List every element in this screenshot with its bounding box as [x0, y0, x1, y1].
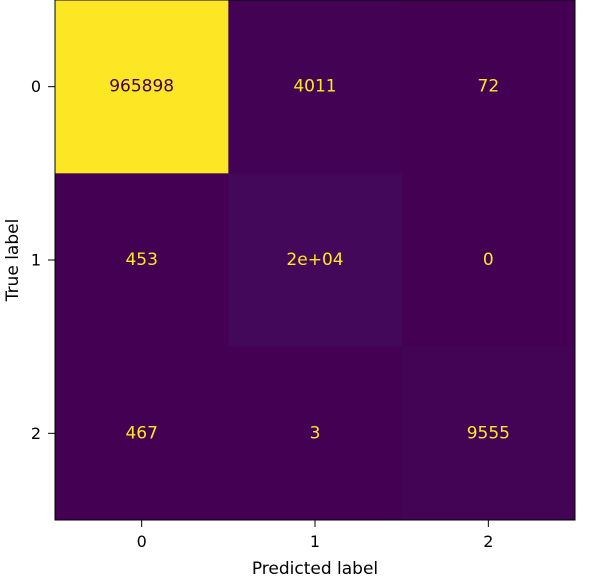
heatmap-cell — [401, 346, 576, 521]
heatmap-cell — [401, 173, 576, 348]
x-tick-label: 2 — [483, 532, 493, 551]
y-axis-label: True label — [3, 219, 23, 303]
y-tick-label: 1 — [31, 251, 41, 270]
heatmap-cell — [401, 0, 576, 174]
cell-value-label: 453 — [125, 250, 157, 270]
y-tick-label: 0 — [31, 77, 41, 96]
cell-value-label: 4011 — [293, 77, 336, 97]
heatmap-cell — [55, 173, 229, 348]
heatmap-cell-labels: 965898 4011 72 453 2e+04 0 467 3 9555 — [109, 77, 510, 444]
x-tick-label: 1 — [310, 532, 320, 551]
cell-value-label: 72 — [478, 77, 500, 97]
cell-value-label: 3 — [310, 423, 321, 443]
x-axis-ticks: 0 1 2 — [137, 520, 493, 551]
y-tick-label: 2 — [31, 424, 41, 443]
cell-value-label: 467 — [125, 423, 157, 443]
cell-value-label: 0 — [483, 250, 494, 270]
heatmap-cell — [228, 346, 403, 521]
x-axis-label: Predicted label — [252, 559, 378, 579]
cell-value-label: 2e+04 — [286, 250, 343, 270]
heatmap-cell — [228, 0, 403, 174]
x-tick-label: 0 — [137, 532, 147, 551]
heatmap-cell — [55, 0, 229, 174]
heatmap-cells — [55, 0, 576, 521]
y-axis-ticks: 0 1 2 — [31, 77, 55, 443]
heatmap-cell — [55, 346, 229, 521]
heatmap-cell — [228, 173, 403, 348]
cell-value-label: 965898 — [109, 77, 174, 97]
cell-value-label: 9555 — [467, 423, 510, 443]
